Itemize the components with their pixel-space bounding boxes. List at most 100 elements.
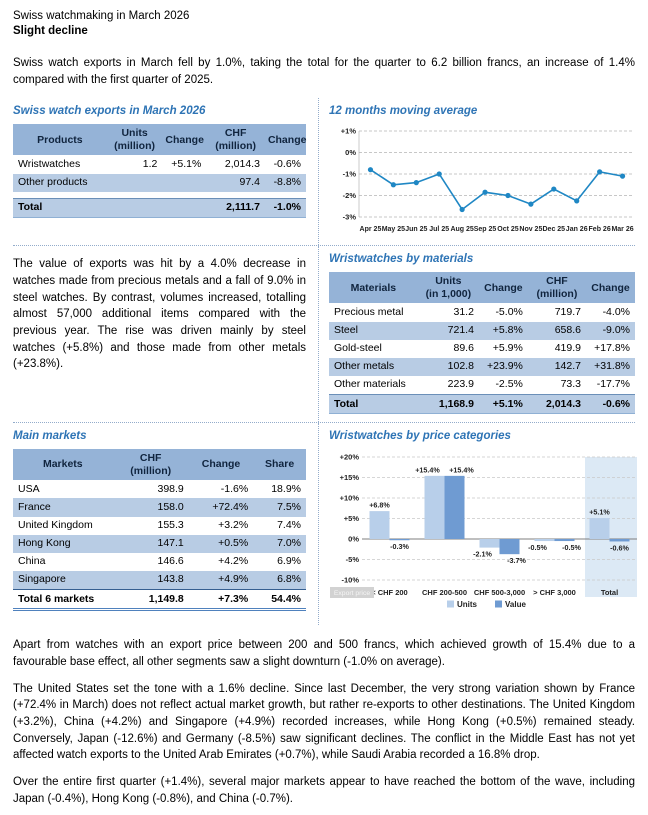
x-axis-tick-label: Oct 25 xyxy=(497,226,519,233)
table-cell: 2,014.3 xyxy=(527,394,586,415)
x-axis-category-label: CHF 500-3,000 xyxy=(474,588,525,597)
column-header: Units (million) xyxy=(106,124,163,156)
table-cell: 143.8 xyxy=(112,570,189,590)
table-cell: -1.0% xyxy=(264,197,306,218)
table-cell: 89.6 xyxy=(453,342,474,355)
table-row: China 146.6 +4.2% 6.9% xyxy=(13,553,306,571)
table-cell: 155.3 xyxy=(157,519,184,532)
x-axis-tick-label: Apr 25 xyxy=(360,226,382,233)
table-cell: +31.8% xyxy=(586,357,635,376)
bar-data-label: +15.4% xyxy=(449,466,474,475)
data-point-marker xyxy=(436,171,442,177)
markets-section-title: Main markets xyxy=(13,430,87,443)
column-header: Change xyxy=(162,124,207,156)
x-axis-tick-label: May 25 xyxy=(382,226,405,233)
table-cell: Other metals xyxy=(329,357,418,376)
markets-table-container: Markets CHF (million) Change Share USA 398.9-… xyxy=(13,449,306,612)
bar-data-label: +5.1% xyxy=(589,508,610,517)
table-cell: 7.4% xyxy=(277,519,301,532)
y-axis-tick-label: +10% xyxy=(340,494,360,503)
intro-paragraph: Swiss watch exports in March fell by 1.0… xyxy=(13,56,635,86)
table-cell: 721.4 xyxy=(417,321,479,340)
table-cell: -1.6% xyxy=(220,482,249,495)
x-axis-category-label: Total xyxy=(601,588,618,597)
moving-average-column: 12 months moving average +1% 0% -1% -2% -3% A… xyxy=(319,98,639,245)
table-row: Precious metal 31.2 -5.0% 719.7 -4.0% xyxy=(329,303,635,321)
table-cell: 2,111.7 xyxy=(206,197,265,218)
table-cell: 398.9 xyxy=(157,482,184,495)
data-point-marker xyxy=(597,169,603,175)
table-header-row: Products Units (million) Change CHF (millio… xyxy=(13,124,306,156)
table-cell: Gold-steel xyxy=(334,342,382,355)
y-axis-tick-label: +1% xyxy=(341,127,357,136)
column-header: CHF (million) xyxy=(527,272,586,304)
x-axis-tick-label: Mar 26 xyxy=(611,226,633,233)
table-cell: +4.9% xyxy=(188,570,254,590)
bar-value xyxy=(389,539,410,541)
column-header: Units (in 1,000) xyxy=(417,272,479,304)
x-axis-tick-label: Feb 26 xyxy=(589,226,611,233)
table-cell: +0.5% xyxy=(188,534,254,553)
table-row: Wristwatches 1.2 +5.1% 2,014.3 -0.6% xyxy=(13,155,306,173)
markets-table: Markets CHF (million) Change Share USA 398.9-… xyxy=(13,449,306,612)
table-cell: Singapore xyxy=(13,570,113,590)
table-cell xyxy=(162,173,207,192)
column-header: Products xyxy=(13,124,107,156)
table-cell xyxy=(106,197,163,218)
table-row: Other materials 223.9 -2.5% 73.3 -17.7% xyxy=(329,376,635,395)
legend-label-value: Value xyxy=(505,600,526,609)
table-row: USA 398.9 -1.6% 18.9% xyxy=(13,480,306,498)
legend-label-units: Units xyxy=(457,600,478,609)
table-cell: France xyxy=(13,498,113,517)
table-cell: 419.9 xyxy=(554,342,581,355)
y-axis-tick-label: 0% xyxy=(345,148,356,157)
table-cell: +5.9% xyxy=(492,342,523,355)
table-cell: China xyxy=(18,555,46,568)
y-axis-tick-label: -2% xyxy=(343,191,357,200)
table-total-row: Total 2,111.7 -1.0% xyxy=(13,197,306,218)
table-cell: -9.0% xyxy=(586,321,635,340)
bar-data-label: +15.4% xyxy=(415,466,440,475)
table-cell: 658.6 xyxy=(527,321,586,340)
table-header-row: Materials Units (in 1,000) Change CHF (mill… xyxy=(329,272,635,304)
materials-table: Materials Units (in 1,000) Change CHF (mill… xyxy=(329,272,635,415)
bar-data-label: +6.8% xyxy=(369,501,390,510)
data-point-marker xyxy=(551,186,557,192)
table-total-row: Total 6 markets 1,149.8 +7.3% 54.4% xyxy=(13,589,306,612)
table-cell: -0.6% xyxy=(273,157,301,170)
table-row: France 158.0 +72.4% 7.5% xyxy=(13,498,306,517)
table-cell: +5.1% xyxy=(478,394,528,415)
table-row: Gold-steel 89.6 +5.9% 419.9 +17.8% xyxy=(329,340,635,358)
column-header: CHF (million) xyxy=(206,124,265,156)
table-cell: -17.7% xyxy=(596,378,630,391)
bar-chart-svg: +20% +15% +10% +5% 0% -5% -10% +6.8% -0.3% < CHF … xyxy=(330,453,637,609)
table-row: Other metals 102.8 +23.9% 142.7 +31.8% xyxy=(329,357,635,376)
table-row: United Kingdom 155.3 +3.2% 7.4% xyxy=(13,517,306,535)
table-cell: 1,168.9 xyxy=(417,394,479,415)
section-materials: The value of exports was hit by a 4.0% d… xyxy=(13,246,635,424)
table-cell: -0.6% xyxy=(586,394,635,415)
table-spacer-cell xyxy=(13,191,306,199)
table-cell: -2.5% xyxy=(495,378,523,391)
table-row: Other products 97.4 -8.8% xyxy=(13,173,306,192)
y-axis-tick-label: -3% xyxy=(343,213,357,222)
table-cell: +4.2% xyxy=(218,555,249,568)
bar-data-label: -0.5% xyxy=(528,543,547,552)
y-axis-tick-label: -5% xyxy=(346,555,360,564)
x-axis-tick-label: Dec 25 xyxy=(543,226,566,233)
x-axis-tick-label: Nov 25 xyxy=(519,226,542,233)
bar-value xyxy=(499,539,520,555)
moving-average-chart: +1% 0% -1% -2% -3% Apr 25 May 25 Jun 25 Jul 25 Au… xyxy=(329,124,639,237)
table-cell: Precious metal xyxy=(334,305,404,318)
materials-table-container: Materials Units (in 1,000) Change CHF (mill… xyxy=(329,272,635,415)
table-cell: Total xyxy=(13,197,107,218)
data-point-marker xyxy=(528,201,534,207)
table-cell: 2,014.3 xyxy=(224,157,260,170)
table-cell: Steel xyxy=(329,321,418,340)
table-cell: +5.1% xyxy=(171,157,202,170)
column-header: Materials xyxy=(329,272,418,304)
bar-data-label: -2.1% xyxy=(473,550,492,559)
table-cell: 31.2 xyxy=(453,305,474,318)
table-cell: Hong Kong xyxy=(13,534,113,553)
data-point-marker xyxy=(482,189,488,196)
